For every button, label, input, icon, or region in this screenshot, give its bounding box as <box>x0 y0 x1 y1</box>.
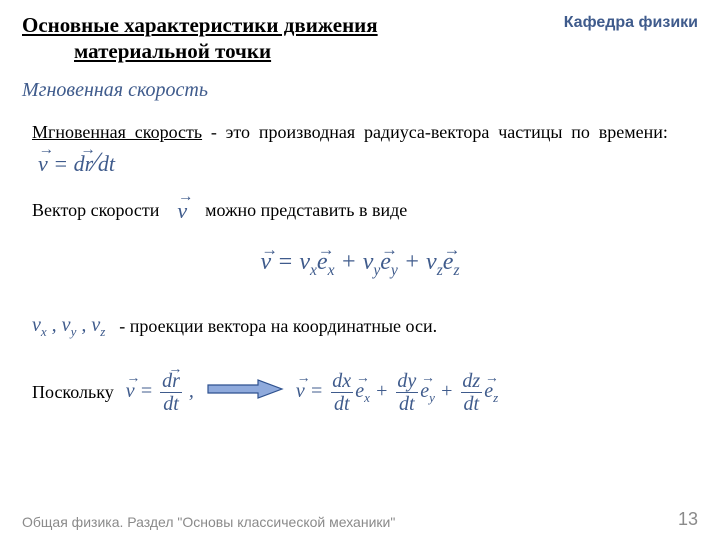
vec-v: →v <box>38 149 48 179</box>
since-row: Поскольку →v = →drdt , →v = dxdt→ex + dy… <box>22 341 698 414</box>
definition-rest: - это производная радиуса-вектора частиц… <box>202 122 668 142</box>
title-line-2: материальной точки <box>22 39 271 63</box>
vec-dr: →dr <box>74 149 94 179</box>
department-label: Кафедра физики <box>564 12 698 32</box>
projections-text: - проекции вектора на координатные оси. <box>119 314 437 338</box>
vector-intro-row: Вектор скорости →v можно представить в в… <box>22 182 698 226</box>
projections-symbols: vx , vy , vz <box>32 312 105 341</box>
section-subtitle: Мгновенная скорость <box>22 79 698 102</box>
formula-components-derivatives: →v = dxdt→ex + dydt→ey + dzdt→ez <box>296 371 498 414</box>
formula-v-drdt: →v = →dr∕dt <box>32 144 121 182</box>
footer-text: Общая физика. Раздел "Основы классическо… <box>22 514 395 530</box>
definition-row: Мгновенная скорость - это производная ра… <box>22 120 698 182</box>
definition-underlined: Мгновенная скорость <box>32 122 202 142</box>
formula-v-symbol: →v <box>177 196 187 226</box>
footer: Общая физика. Раздел "Основы классическо… <box>22 509 698 530</box>
projections-row: vx , vy , vz - проекции вектора на коорд… <box>22 280 698 341</box>
page-number: 13 <box>678 509 698 530</box>
slide: Основные характеристики движения материа… <box>0 0 720 540</box>
title-line-1: Основные характеристики движения <box>22 13 378 37</box>
slide-title: Основные характеристики движения материа… <box>22 12 378 65</box>
formula-v-drdt-frac: →v = →drdt , <box>126 371 194 414</box>
vector-text-after: можно представить в виде <box>205 198 407 222</box>
header-row: Основные характеристики движения материа… <box>22 12 698 65</box>
velocity-components-formula: →v = vx→ex + vy→ey + vz→ez <box>22 249 698 280</box>
since-text: Поскольку <box>32 380 114 404</box>
vector-text-before: Вектор скорости <box>32 198 159 222</box>
arrow-icon <box>206 378 284 406</box>
